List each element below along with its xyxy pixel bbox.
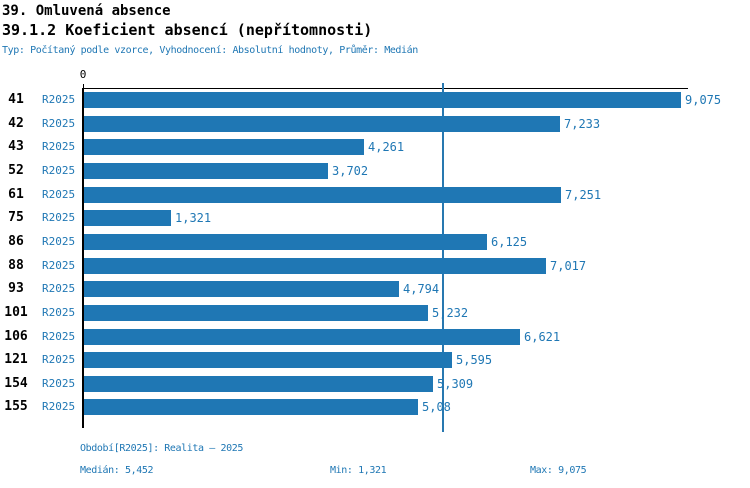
series-label: R2025 <box>42 330 76 343</box>
bar <box>84 258 546 274</box>
series-label: R2025 <box>42 164 76 177</box>
series-label: R2025 <box>42 400 76 413</box>
category-label: 41 <box>8 92 24 107</box>
value-label: 9,075 <box>685 93 722 107</box>
category-label: 61 <box>8 187 24 202</box>
series-label: R2025 <box>42 353 76 366</box>
category-label: 43 <box>8 139 24 154</box>
value-label: 6,125 <box>491 235 528 249</box>
category-label: 106 <box>4 329 28 344</box>
value-label: 7,251 <box>565 188 602 202</box>
category-label: 121 <box>4 352 28 367</box>
value-label: 5,08 <box>422 400 451 414</box>
value-label: 6,621 <box>524 330 561 344</box>
value-label: 5,309 <box>437 377 474 391</box>
bar <box>84 352 452 368</box>
category-label: 88 <box>8 258 24 273</box>
max-stat: Max: 9,075 <box>530 465 587 476</box>
series-label: R2025 <box>42 377 76 390</box>
bar <box>84 92 681 108</box>
series-label: R2025 <box>42 259 76 272</box>
category-label: 75 <box>8 210 24 225</box>
indicator-title: 39.1.2 Koeficient absencí (nepřítomnosti… <box>2 21 373 39</box>
median-line <box>442 83 444 432</box>
series-label: R2025 <box>42 140 76 153</box>
category-label: 93 <box>8 281 24 296</box>
series-label: R2025 <box>42 93 76 106</box>
bar <box>84 329 520 345</box>
chart-subtitle: Typ: Počítaný podle vzorce, Vyhodnocení:… <box>2 45 418 56</box>
series-label: R2025 <box>42 282 76 295</box>
category-label: 86 <box>8 234 24 249</box>
series-label: R2025 <box>42 211 76 224</box>
series-label: R2025 <box>42 306 76 319</box>
bar <box>84 163 328 179</box>
bar <box>84 234 487 250</box>
value-label: 5,232 <box>432 306 469 320</box>
bar <box>84 305 428 321</box>
category-label: 42 <box>8 116 24 131</box>
bar <box>84 399 418 415</box>
x-axis-zero-tick <box>83 84 84 88</box>
bar <box>84 376 433 392</box>
bar <box>84 187 561 203</box>
bar <box>84 139 364 155</box>
category-label: 52 <box>8 163 24 178</box>
category-label: 101 <box>4 305 28 320</box>
bar <box>84 116 560 132</box>
median-stat: Medián: 5,452 <box>80 465 154 476</box>
value-label: 3,702 <box>332 164 369 178</box>
value-label: 7,233 <box>564 117 601 131</box>
series-label: R2025 <box>42 188 76 201</box>
category-label: 154 <box>4 376 28 391</box>
bar <box>84 210 171 226</box>
value-label: 1,321 <box>175 211 212 225</box>
period-label: Období[R2025]: Realita – 2025 <box>80 443 243 454</box>
value-label: 5,595 <box>456 353 493 367</box>
x-axis-line <box>83 88 688 89</box>
value-label: 4,794 <box>403 282 440 296</box>
value-label: 4,261 <box>368 140 405 154</box>
report-section-title: 39. Omluvená absence <box>2 3 171 19</box>
y-axis-line <box>82 88 84 428</box>
series-label: R2025 <box>42 235 76 248</box>
value-label: 7,017 <box>550 259 587 273</box>
category-label: 155 <box>4 399 28 414</box>
series-label: R2025 <box>42 117 76 130</box>
min-stat: Min: 1,321 <box>330 465 387 476</box>
bar <box>84 281 399 297</box>
x-axis-zero-label: 0 <box>79 68 87 81</box>
